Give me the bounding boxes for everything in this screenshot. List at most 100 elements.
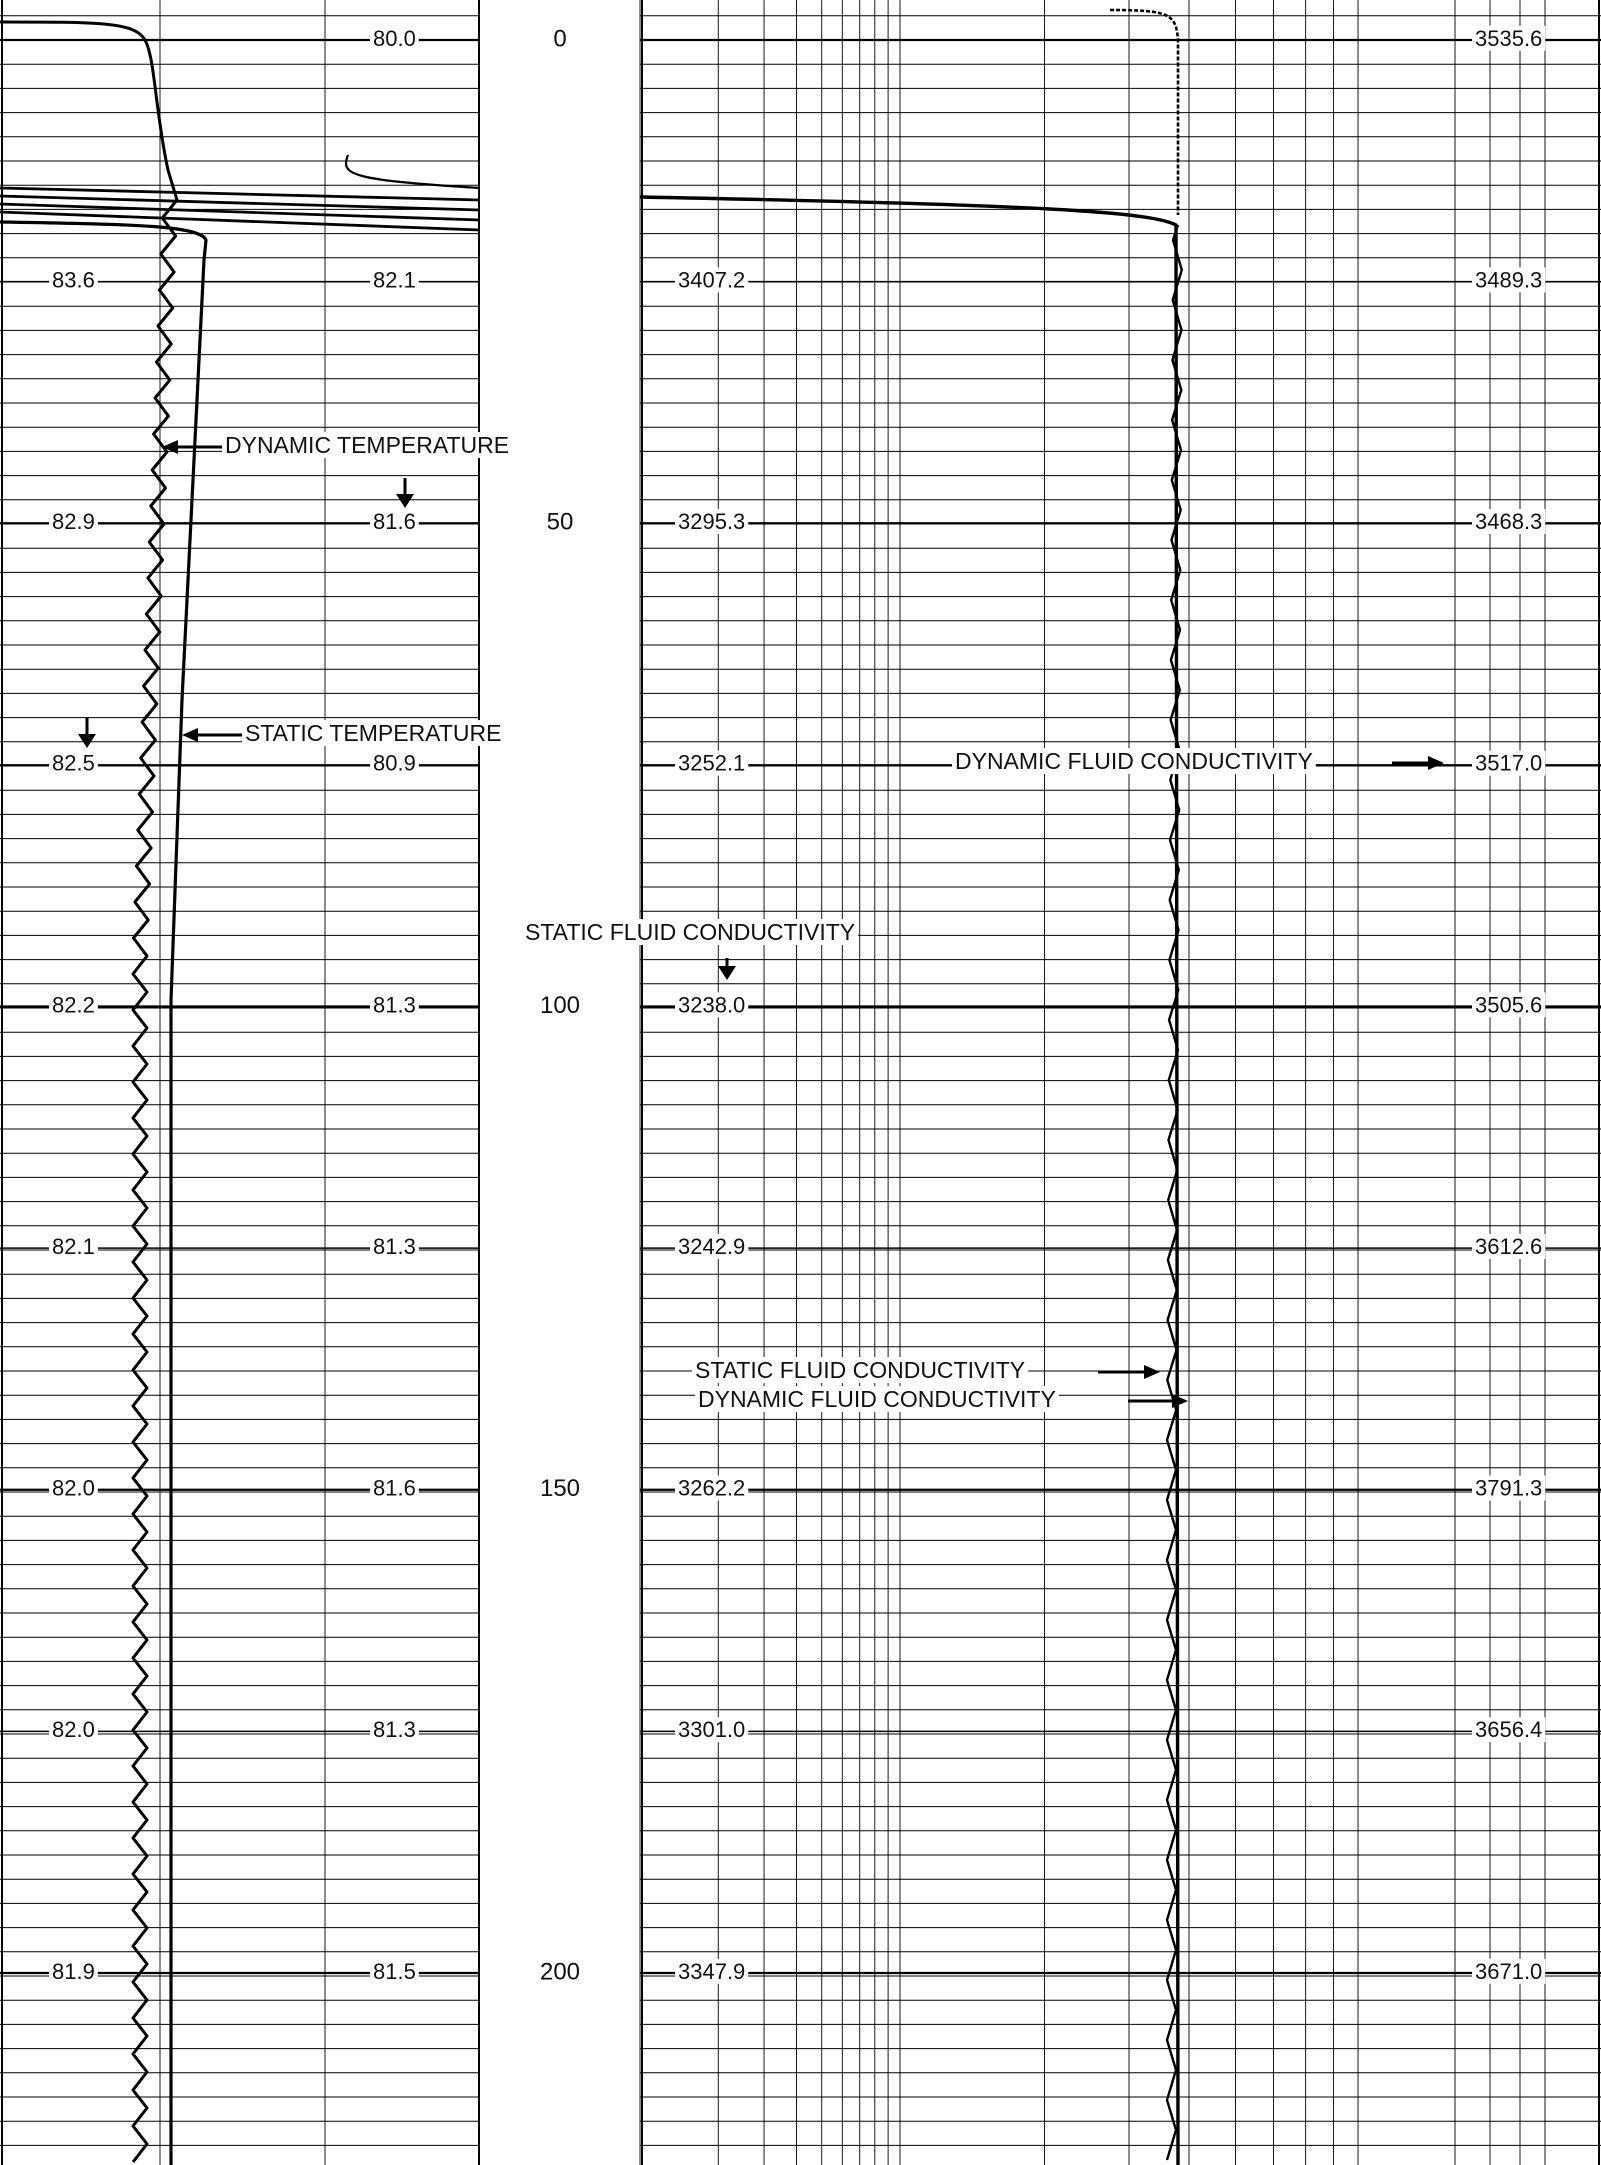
label-bg [222, 432, 513, 459]
temp-scale-left-label: 82.0 [52, 1717, 95, 1742]
annotation-dynamic-fluid-conductivity: DYNAMIC FLUID CONDUCTIVITY [955, 748, 1313, 774]
label-bg [536, 1958, 584, 1986]
label-bg [675, 1717, 749, 1743]
cond-scale-right-label: 3489.3 [1475, 267, 1542, 292]
label-bg [370, 992, 419, 1018]
dynamic-fluid-conductivity-curve [1165, 224, 1183, 2161]
label-bg [370, 750, 419, 776]
temp-scale-left-label: 82.5 [52, 751, 95, 776]
temp-scale-right-label: 80.0 [373, 26, 416, 51]
temp-scale-left-label: 82.0 [52, 1476, 95, 1501]
temp-scale-left-label: 82.9 [52, 509, 95, 534]
label-bg [1472, 1958, 1546, 1984]
cond-scale-left-label: 3347.9 [678, 1959, 745, 1984]
annotation-static-temperature: STATIC TEMPERATURE [245, 720, 501, 746]
temp-scale-right-label: 81.3 [373, 1717, 416, 1742]
label-bg [536, 991, 584, 1019]
cond-scale-right-label: 3517.0 [1475, 751, 1542, 776]
arrow-dynamic-fluid-conductivity-lower-head [1172, 1394, 1188, 1408]
label-bg [675, 509, 749, 535]
arrow-dynamic-temperature-head [162, 440, 178, 454]
depth-tick-label: 150 [540, 1475, 580, 1502]
depth-tick-label: 200 [540, 1958, 580, 1985]
cond-scale-right-label: 3535.6 [1475, 26, 1542, 51]
temp-scale-left-label: 82.1 [52, 1234, 95, 1259]
cond-scale-left-label: 3301.0 [678, 1717, 745, 1742]
arrow-dynamic-fluid-conductivity-head [1428, 756, 1444, 770]
cond-scale-left-label: 3238.0 [678, 992, 745, 1017]
cond-scale-right-label: 3468.3 [1475, 509, 1542, 534]
cond-scale-right-label: 3791.3 [1475, 1476, 1542, 1501]
transient-hook [344, 154, 481, 190]
label-bg [536, 1475, 584, 1503]
cond-scale-left-label: 3295.3 [678, 509, 745, 534]
static-fluid-conductivity-curve [639, 195, 1180, 2165]
label-bg [1472, 25, 1546, 51]
cond-scale-right-label: 3505.6 [1475, 992, 1542, 1017]
cond-scale-right-label: 3656.4 [1475, 1717, 1542, 1742]
label-bg [1472, 1717, 1546, 1743]
label-bg [543, 508, 577, 536]
label-bg [952, 748, 1316, 775]
temp-scale-right-label: 81.3 [373, 1234, 416, 1259]
arrow-static-fluid-conductivity-head [1144, 1365, 1160, 1379]
label-bg [49, 1717, 98, 1743]
label-bg [370, 267, 419, 293]
arrow-down-static-fluid-head [718, 966, 736, 980]
label-bg [695, 1386, 1059, 1413]
label-bg [1472, 992, 1546, 1018]
temp-scale-right-label: 80.9 [373, 751, 416, 776]
depth-tick-label: 0 [553, 25, 566, 52]
dynamic-fluid-conductivity-top [1109, 8, 1180, 215]
transient-line [0, 210, 481, 232]
label-bg [1472, 1233, 1546, 1259]
temp-scale-right-label: 81.6 [373, 509, 416, 534]
label-bg [675, 267, 749, 293]
label-bg [370, 1958, 419, 1984]
label-bg [1472, 750, 1546, 776]
temp-scale-right-label: 81.3 [373, 992, 416, 1017]
label-bg [675, 992, 749, 1018]
label-bg [370, 1717, 419, 1743]
temp-scale-right-label: 82.1 [373, 267, 416, 292]
transient-line [0, 194, 481, 212]
label-bg [49, 1958, 98, 1984]
label-bg [370, 25, 419, 51]
label-bg [242, 720, 505, 747]
temp-scale-left-label: 82.2 [52, 992, 95, 1017]
label-bg [49, 750, 98, 776]
arrow-static-temperature-head [182, 728, 198, 742]
static-temperature-curve [0, 220, 208, 2165]
label-bg [370, 1233, 419, 1259]
label-bg [675, 750, 749, 776]
annotation-dynamic-fluid-conductivity-lower: DYNAMIC FLUID CONDUCTIVITY [698, 1386, 1056, 1412]
arrow-down-temp-right-head [396, 494, 414, 508]
label-bg [1472, 1475, 1546, 1501]
cond-scale-right-label: 3612.6 [1475, 1234, 1542, 1259]
label-bg [370, 1475, 419, 1501]
label-layer: 0 50 100 150 200 83.6 82.9 82.5 82.2 82.1 82.0 82.0… [49, 25, 1546, 1986]
transient-line [0, 186, 481, 202]
label-bg [1472, 267, 1546, 293]
label-bg [370, 509, 419, 535]
annotation-static-fluid-conductivity: STATIC FLUID CONDUCTIVITY [695, 1357, 1025, 1383]
cond-scale-left-label: 3252.1 [678, 751, 745, 776]
arrow-down-temp-left-head [78, 734, 96, 748]
cond-scale-right-label: 3671.0 [1475, 1959, 1542, 1984]
temp-scale-left-label: 83.6 [52, 267, 95, 292]
cond-scale-left-label: 3242.9 [678, 1234, 745, 1259]
annotation-static-fluid-conductivity-top: STATIC FLUID CONDUCTIVITY [525, 919, 855, 945]
label-bg [1472, 509, 1546, 535]
depth-tick-label: 100 [540, 992, 580, 1019]
label-bg [49, 509, 98, 535]
cond-scale-left-label: 3407.2 [678, 267, 745, 292]
depth-tick-label: 50 [547, 509, 574, 536]
label-bg [675, 1475, 749, 1501]
dynamic-temperature-curve [0, 20, 179, 2163]
label-bg [49, 1475, 98, 1501]
label-bg [49, 1233, 98, 1259]
annotation-dynamic-temperature: DYNAMIC TEMPERATURE [225, 432, 509, 458]
label-bg [522, 919, 859, 946]
